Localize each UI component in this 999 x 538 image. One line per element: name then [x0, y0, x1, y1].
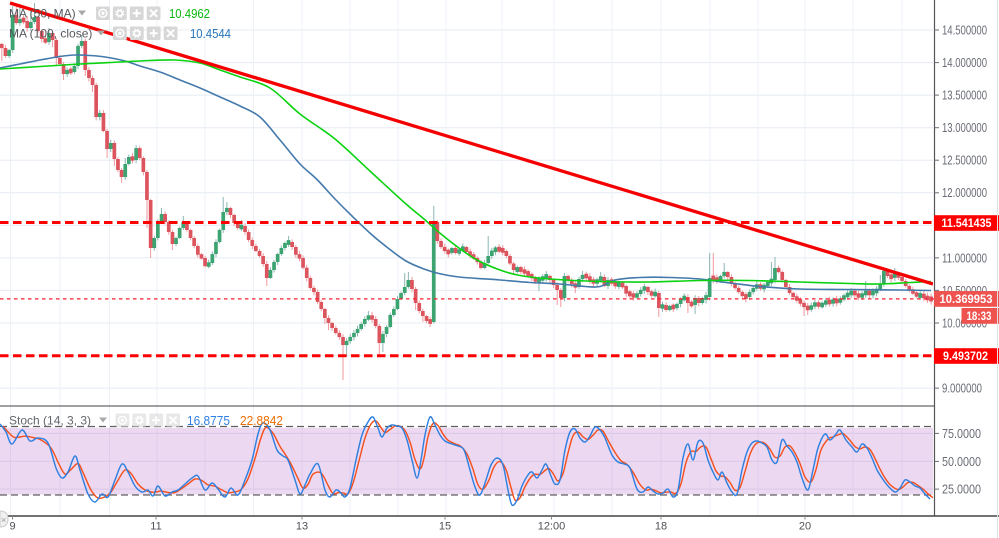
svg-text:12.000000: 12.000000 [942, 186, 987, 200]
svg-text:13.000000: 13.000000 [942, 121, 987, 135]
svg-text:MA (100, close): MA (100, close) [9, 27, 92, 41]
svg-text:15: 15 [439, 521, 451, 533]
svg-text:12:00: 12:00 [538, 521, 566, 533]
svg-text:9.493702: 9.493702 [943, 349, 988, 363]
svg-text:10.4962: 10.4962 [169, 6, 210, 21]
svg-text:9: 9 [9, 521, 15, 533]
svg-text:20: 20 [799, 521, 811, 533]
svg-text:×: × [1, 515, 6, 525]
svg-text:14.000000: 14.000000 [942, 56, 987, 70]
svg-text:18: 18 [655, 521, 667, 533]
svg-text:10.4544: 10.4544 [190, 26, 231, 41]
svg-text:18:33: 18:33 [967, 309, 992, 323]
svg-text:75.0000: 75.0000 [942, 427, 981, 441]
svg-text:25.0000: 25.0000 [942, 483, 981, 497]
svg-text:11: 11 [150, 521, 161, 533]
svg-text:13.500000: 13.500000 [942, 89, 987, 103]
svg-text:9.000000: 9.000000 [942, 382, 982, 396]
svg-text:11.000000: 11.000000 [942, 251, 987, 265]
svg-text:Stoch (14, 3, 3): Stoch (14, 3, 3) [9, 414, 91, 428]
svg-text:16.8775: 16.8775 [187, 413, 230, 428]
svg-text:10.369953: 10.369953 [940, 292, 993, 306]
svg-text:50.0000: 50.0000 [942, 455, 981, 469]
svg-text:12.500000: 12.500000 [942, 154, 987, 168]
svg-text:13: 13 [296, 521, 308, 533]
svg-text:22.8842: 22.8842 [240, 413, 283, 428]
svg-text:14.500000: 14.500000 [942, 23, 987, 37]
svg-text:MA (50, MA): MA (50, MA) [9, 7, 76, 21]
svg-text:11.541435: 11.541435 [942, 216, 992, 230]
